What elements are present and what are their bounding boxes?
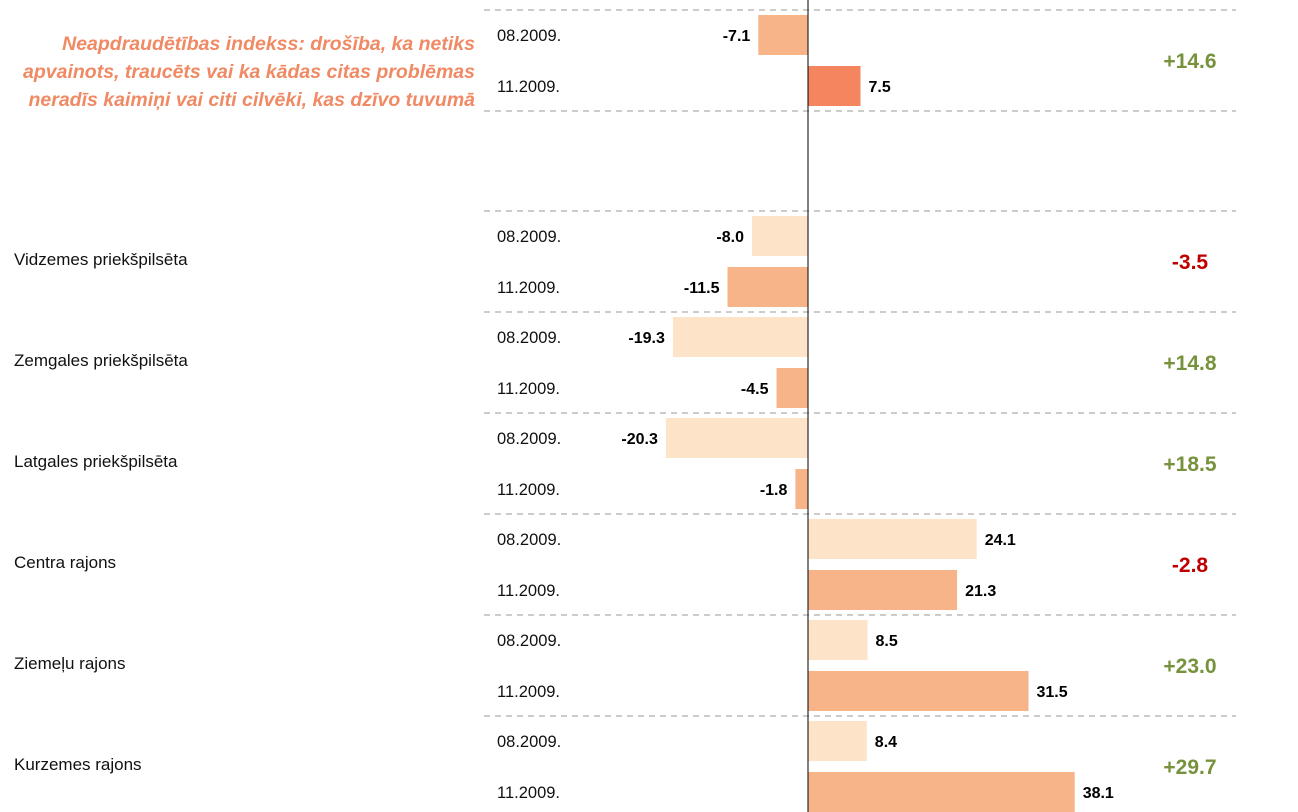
bar-value-label: 8.4	[875, 734, 897, 751]
bar-value-label: -1.8	[760, 482, 788, 499]
bar	[808, 671, 1029, 711]
change-value: -2.8	[1172, 554, 1209, 577]
bar	[808, 519, 977, 559]
bar-value-label: 8.5	[876, 633, 898, 650]
group-label: Ziemeļu rajons	[14, 654, 126, 673]
bar	[776, 368, 808, 408]
period-label: 08.2009.	[497, 27, 561, 45]
period-label: 11.2009.	[497, 582, 560, 600]
change-value: +14.8	[1163, 352, 1216, 375]
bar	[808, 620, 868, 660]
period-label: 08.2009.	[497, 632, 561, 650]
bar-value-label: 31.5	[1037, 684, 1068, 701]
group-label: Vidzemes priekšpilsēta	[14, 250, 188, 269]
period-label: 11.2009.	[497, 380, 560, 398]
bar	[752, 216, 808, 256]
change-value: +23.0	[1163, 655, 1216, 678]
bar-value-label: 7.5	[869, 79, 891, 96]
bar	[808, 66, 861, 106]
bar	[665, 418, 808, 458]
change-value: +18.5	[1163, 453, 1216, 476]
period-label: 11.2009.	[497, 78, 560, 96]
period-label: 11.2009.	[497, 481, 560, 499]
bar-value-label: -8.0	[716, 229, 744, 246]
period-label: 08.2009.	[497, 733, 561, 751]
bar	[808, 721, 867, 761]
group-label: Kurzemes rajons	[14, 755, 142, 774]
period-label: 08.2009.	[497, 329, 561, 347]
bar-value-label: -19.3	[628, 330, 665, 347]
change-value: -3.5	[1172, 251, 1209, 274]
bar-value-label: -20.3	[621, 431, 658, 448]
bar	[795, 469, 808, 509]
bar	[808, 570, 958, 610]
bar-value-label: -4.5	[741, 381, 769, 398]
bar	[808, 772, 1075, 812]
bar-value-label: -7.1	[723, 28, 751, 45]
group-label: Zemgales priekšpilsēta	[14, 351, 188, 370]
bar-value-label: 21.3	[965, 583, 996, 600]
bar-value-label: 38.1	[1083, 785, 1114, 802]
bar	[727, 267, 808, 307]
period-label: 11.2009.	[497, 683, 560, 701]
bar	[758, 15, 808, 55]
period-label: 08.2009.	[497, 228, 561, 246]
bar-value-label: -11.5	[684, 280, 720, 297]
period-label: 08.2009.	[497, 531, 561, 549]
period-label: 11.2009.	[497, 279, 560, 297]
period-label: 08.2009.	[497, 430, 561, 448]
group-label: Latgales priekšpilsēta	[14, 452, 178, 471]
bar-value-label: 24.1	[985, 532, 1016, 549]
chart-title: Neapdraudētības indekss: drošība, ka net…	[23, 33, 475, 111]
group-label: Centra rajons	[14, 553, 117, 572]
period-label: 11.2009.	[497, 784, 560, 802]
bar	[672, 317, 808, 357]
change-value: +14.6	[1163, 50, 1216, 73]
change-value: +29.7	[1163, 756, 1216, 779]
